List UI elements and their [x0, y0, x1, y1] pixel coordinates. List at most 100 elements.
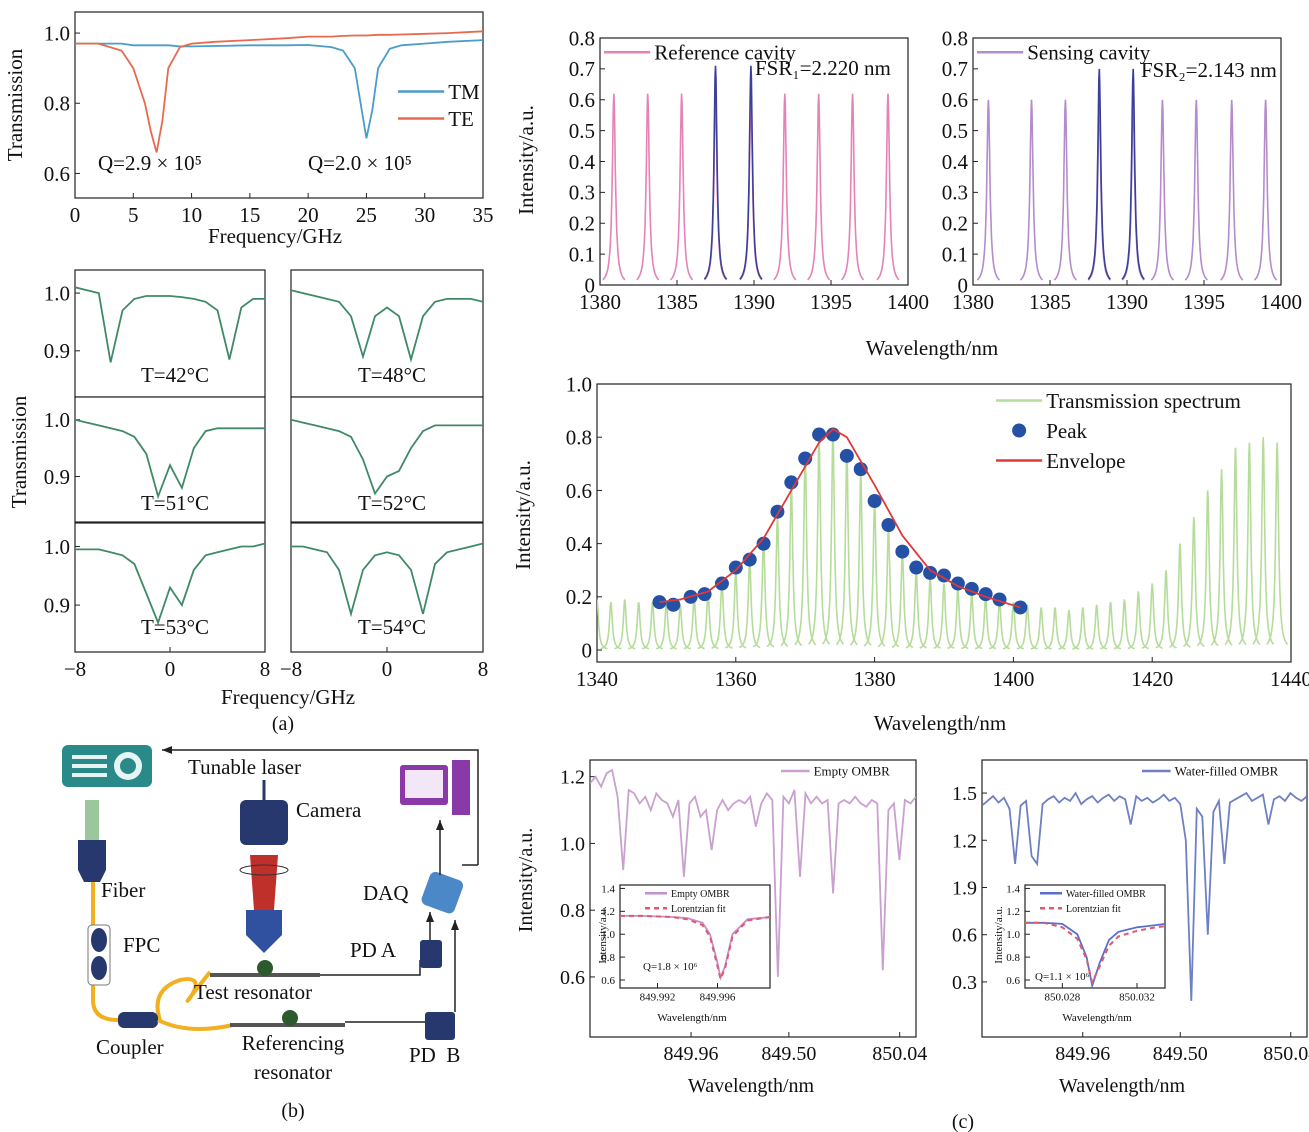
y-tick-label: 0: [958, 273, 969, 297]
diagram-label: DAQ: [363, 881, 409, 905]
diagram-label: Test resonator: [194, 980, 312, 1004]
y-tick-label: 0.8: [942, 26, 968, 50]
legend-label: Envelope: [1046, 449, 1125, 473]
y-tick-label: 0.2: [942, 212, 968, 236]
chart: 0.6 0.8 1.0 0 5 10 15 20 25 30 35 Frequency/GHz Tran…: [3, 11, 494, 248]
data-line: [75, 30, 483, 153]
chart: 0.6 0.8 1.0 1.2 1.4 850.028 850.032 Wavelength/…: [993, 883, 1166, 1024]
spectrum-peak: [1266, 442, 1289, 645]
setup-diagram: Tunable laser Camera Fiber FPC DAQ PD A …: [62, 745, 479, 1122]
x-tick-label: 1380: [952, 290, 994, 314]
plot-area: [602, 65, 900, 281]
x-tick-label: 849.996: [700, 992, 736, 1004]
y-axis-label: Intensity/a.u.: [511, 460, 535, 570]
annotation: FSR₁=2.220 nm: [755, 56, 891, 80]
spectrum-peak: [1220, 99, 1244, 281]
daq-icon: [421, 871, 464, 914]
peak-point: [895, 544, 910, 559]
x-tick-label: 0: [70, 203, 81, 227]
legend-label: Empty OMBR: [671, 889, 730, 900]
y-tick-label: 1.0: [1006, 929, 1020, 941]
spectrum-peak: [703, 65, 728, 280]
x-tick-label: 849.96: [1055, 1043, 1110, 1065]
x-tick-label: −8: [280, 657, 302, 681]
y-axis-label: Intensity/a.u.: [993, 906, 1005, 964]
plot-area: [291, 542, 483, 618]
peak-point: [756, 536, 771, 551]
x-tick-label: 5: [128, 203, 139, 227]
x-tick-label: 850.032: [1119, 992, 1155, 1004]
diagram-label: Camera: [296, 798, 362, 822]
spectrum-peak: [1019, 99, 1044, 281]
y-tick-label: 0.8: [601, 952, 615, 964]
plot-area: [976, 68, 1278, 281]
x-tick-label: 850.04: [872, 1043, 927, 1065]
annotation: T=52°C: [358, 491, 426, 515]
y-tick-label: 1.0: [44, 21, 70, 45]
annotation: T=54°C: [358, 615, 426, 639]
spectrum-peak: [976, 99, 1000, 281]
fiber: [157, 1018, 234, 1031]
y-axis-label: Intensity/a.u.: [597, 906, 609, 964]
chart: T=52°C: [290, 396, 484, 523]
y-tick-label: 0.1: [569, 242, 595, 266]
y-tick-label: 0.6: [1006, 975, 1020, 987]
data-line: [291, 542, 483, 618]
x-tick-label: 849.50: [1153, 1043, 1208, 1065]
y-tick-label: 0.5: [942, 119, 968, 143]
objective: [250, 855, 278, 910]
legend-label: Transmission spectrum: [1046, 389, 1241, 413]
y-tick-label: 1.2: [560, 767, 585, 789]
arrowhead: [451, 920, 459, 930]
diagram-label: Tunable laser: [188, 755, 301, 779]
y-tick-label: 1.0: [560, 833, 585, 855]
data-line: [291, 289, 483, 363]
annotation: FSR₂=2.143 nm: [1141, 58, 1277, 82]
x-tick-label: 1400: [887, 290, 929, 314]
arrowhead: [162, 746, 172, 754]
plot-frame: [619, 884, 771, 989]
fiber-connector: [78, 840, 106, 882]
plot-area: [1025, 921, 1165, 988]
y-tick-label: 0.7: [569, 57, 595, 81]
plot-area: [75, 30, 483, 153]
test-resonator: [257, 960, 273, 976]
x-tick-label: 1390: [733, 290, 775, 314]
plot-area: [590, 768, 916, 977]
data-line: [590, 768, 916, 977]
x-tick-label: 35: [473, 203, 494, 227]
peak-point: [839, 448, 854, 463]
x-axis-label: Wavelength/nm: [1059, 1075, 1186, 1097]
y-tick-label: 1.2: [1006, 906, 1020, 918]
spectrum-peak: [597, 599, 608, 650]
spectrum-peak: [773, 93, 797, 281]
spectrum-peak: [1150, 99, 1174, 281]
arrowhead: [426, 912, 434, 922]
y-tick-label: 1.0: [44, 535, 70, 559]
x-tick-label: 25: [356, 203, 377, 227]
x-axis-label: Wavelength/nm: [657, 1012, 727, 1024]
legend-label: Lorentzian fit: [671, 904, 726, 915]
x-axis-label: Wavelength/nm: [866, 336, 998, 360]
spectrum-peak: [1053, 99, 1077, 281]
plot-frame: [596, 383, 1292, 663]
y-tick-label: 0.3: [942, 181, 968, 205]
annotation: Q=1.1 × 10⁶: [1035, 971, 1090, 983]
plot-frame: [290, 522, 484, 653]
fiber-holder: [85, 800, 99, 840]
x-tick-label: 30: [414, 203, 435, 227]
chart: T=48°C: [290, 269, 484, 398]
spectrum-peak: [670, 93, 694, 281]
spectrum-peak: [1121, 68, 1145, 280]
diagram-label: FPC: [123, 933, 160, 957]
wire: [162, 749, 479, 865]
y-tick-label: 1.0: [601, 929, 615, 941]
y-tick-label: 1.5: [952, 783, 977, 805]
peak-point: [652, 595, 667, 610]
spectrum-peak: [1254, 99, 1278, 281]
x-tick-label: 8: [478, 657, 489, 681]
y-tick-label: 0.7: [942, 57, 968, 81]
spectrum-peak: [636, 93, 660, 281]
legend-label: Reference cavity: [654, 41, 796, 65]
y-tick-label: 0.6: [44, 162, 70, 186]
